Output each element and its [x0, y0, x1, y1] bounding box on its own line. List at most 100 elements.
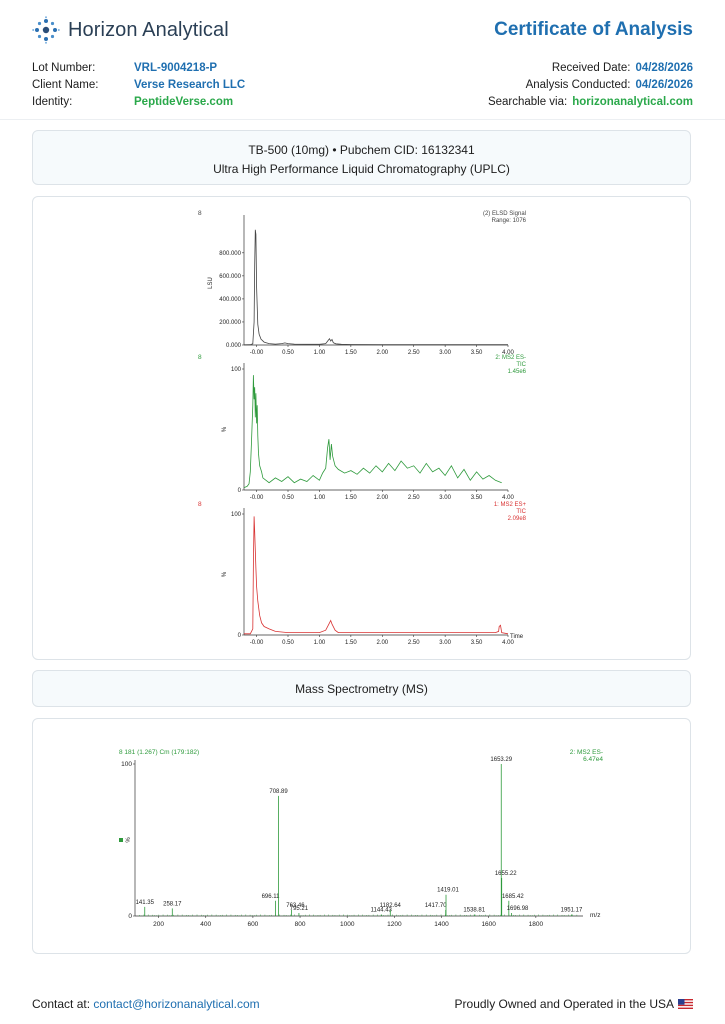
legend-text: 2: MS2 ES-	[570, 749, 603, 756]
x-tick-label: 2.00	[376, 350, 388, 356]
y-tick-label: 0	[238, 488, 242, 494]
analysis-value: 04/26/2026	[635, 79, 693, 91]
uplc-method-line: Ultra High Performance Liquid Chromatogr…	[213, 162, 510, 176]
x-tick-label: 1400	[434, 921, 449, 928]
peak-label: 141.35	[136, 900, 155, 906]
client-row: Client Name: Verse Research LLC	[32, 77, 245, 94]
ms-spectrum-card: 8 181 (1.267) Cm (179:182) 2: MS2 ES- 6.47…	[32, 718, 691, 954]
meta-right: Received Date: 04/28/2026 Analysis Conduc…	[488, 60, 693, 111]
logo-dots-icon	[32, 16, 60, 44]
panel-label: 8	[198, 501, 202, 508]
x-tick-label: -0.00	[250, 350, 264, 356]
x-tick-label: -0.00	[250, 495, 264, 501]
x-tick-label: 2.00	[376, 495, 388, 501]
contact-label: Contact at:	[32, 997, 91, 1011]
x-tick-label: 4.00	[502, 495, 514, 501]
brand-logo: Horizon Analytical	[32, 16, 229, 44]
x-tick-label: 3.50	[471, 495, 483, 501]
x-tick-label: -0.00	[250, 640, 264, 646]
legend-text: TIC	[516, 509, 526, 515]
footer-origin: Proudly Owned and Operated in the USA	[455, 997, 693, 1011]
received-row: Received Date: 04/28/2026	[488, 60, 693, 77]
x-tick-label: 1200	[387, 921, 402, 928]
uplc-compound-line: TB-500 (10mg) • Pubchem CID: 16132341	[248, 143, 475, 157]
legend-text: TIC	[516, 362, 526, 368]
x-tick-label: 2.00	[376, 640, 388, 646]
peak-label: 1685.42	[502, 894, 524, 900]
ms-title: Mass Spectrometry (MS)	[295, 682, 428, 696]
x-tick-label: 0.50	[282, 640, 294, 646]
header-divider	[0, 119, 725, 120]
trace-line-ms2_es_plus	[244, 516, 509, 635]
peak-label: 1653.29	[490, 757, 512, 763]
x-tick-label: 1800	[529, 921, 544, 928]
y-tick-label: 600.000	[219, 274, 241, 280]
analysis-label: Analysis Conducted:	[525, 79, 631, 91]
client-value: Verse Research LLC	[134, 79, 246, 91]
y-tick-label: 100	[231, 367, 242, 373]
peak-label: 1951.17	[561, 907, 583, 913]
peak-label: 1538.81	[463, 907, 485, 913]
x-tick-label: 1.00	[314, 495, 326, 501]
x-tick-label: 800	[295, 921, 306, 928]
origin-text: Proudly Owned and Operated in the USA	[454, 997, 674, 1011]
peak-label: 763.46	[286, 903, 305, 909]
peak-label: 258.17	[163, 901, 182, 907]
peak-label: 1655.22	[495, 871, 517, 877]
analysis-row: Analysis Conducted: 04/26/2026	[488, 77, 693, 94]
x-tick-label: 4.00	[502, 350, 514, 356]
series-marker	[119, 838, 123, 842]
x-tick-label: 3.00	[439, 640, 451, 646]
y-tick-label: 0	[128, 913, 132, 920]
uplc-title-card: TB-500 (10mg) • Pubchem CID: 16132341 Ul…	[32, 130, 691, 185]
x-axis-label: m/z	[590, 912, 600, 919]
legend-text: 2: MS2 ES-	[495, 355, 526, 361]
x-tick-label: 400	[200, 921, 211, 928]
lot-row: Lot Number: VRL-9004218-P	[32, 60, 245, 77]
x-tick-label: 200	[153, 921, 164, 928]
y-tick-label: 0	[238, 633, 242, 639]
legend-text: 2.09e8	[508, 516, 527, 522]
y-axis-label: %	[222, 426, 228, 432]
peak-label: 1182.64	[380, 903, 402, 909]
x-tick-label: 0.50	[282, 495, 294, 501]
x-tick-label: 1.00	[314, 640, 326, 646]
y-tick-label: 100	[231, 512, 242, 518]
x-tick-label: 1000	[340, 921, 355, 928]
x-tick-label: 2.50	[408, 495, 420, 501]
panel-label: 8 181 (1.267) Cm (179:182)	[119, 749, 199, 756]
identity-label: Identity:	[32, 96, 73, 108]
footer-contact: Contact at: contact@horizonanalytical.co…	[32, 997, 260, 1011]
lot-value: VRL-9004218-P	[134, 62, 218, 74]
legend-text: Range: 1076	[492, 218, 527, 224]
peak-label: 795.21	[290, 906, 309, 912]
x-tick-label: 1.00	[314, 350, 326, 356]
client-label: Client Name:	[32, 79, 99, 91]
panel-label: 8	[198, 354, 202, 361]
received-label: Received Date:	[551, 62, 631, 74]
trace-line-ms2_es_minus	[243, 375, 502, 488]
x-tick-label: 3.00	[439, 350, 451, 356]
search-value[interactable]: horizonanalytical.com	[572, 96, 693, 108]
x-tick-label: 3.00	[439, 495, 451, 501]
x-tick-label: 3.50	[471, 640, 483, 646]
chromatogram-card: 8 (2) ELSD Signal Range: 1076 0.000 200.000 4…	[32, 196, 691, 660]
document-title: Certificate of Analysis	[494, 19, 693, 40]
trace-line-elsd	[243, 229, 508, 346]
peak-label: 1417.70	[425, 903, 447, 909]
x-tick-label: 1.50	[345, 350, 357, 356]
x-tick-label: 600	[247, 921, 258, 928]
peak-label: 1419.01	[437, 888, 459, 894]
received-value: 04/28/2026	[635, 62, 693, 74]
panel-label: 8	[198, 210, 202, 217]
y-tick-label: 800.000	[219, 251, 241, 257]
y-tick-label: 200.000	[219, 320, 241, 326]
contact-email-link[interactable]: contact@horizonanalytical.com	[93, 997, 260, 1011]
x-tick-label: 3.50	[471, 350, 483, 356]
search-label: Searchable via:	[487, 96, 568, 108]
brand-name: Horizon Analytical	[68, 18, 229, 41]
peak-label: 1144.43	[371, 907, 393, 913]
meta-left: Lot Number: VRL-9004218-P Client Name: Ver…	[32, 60, 245, 111]
us-flag-icon	[678, 999, 693, 1009]
